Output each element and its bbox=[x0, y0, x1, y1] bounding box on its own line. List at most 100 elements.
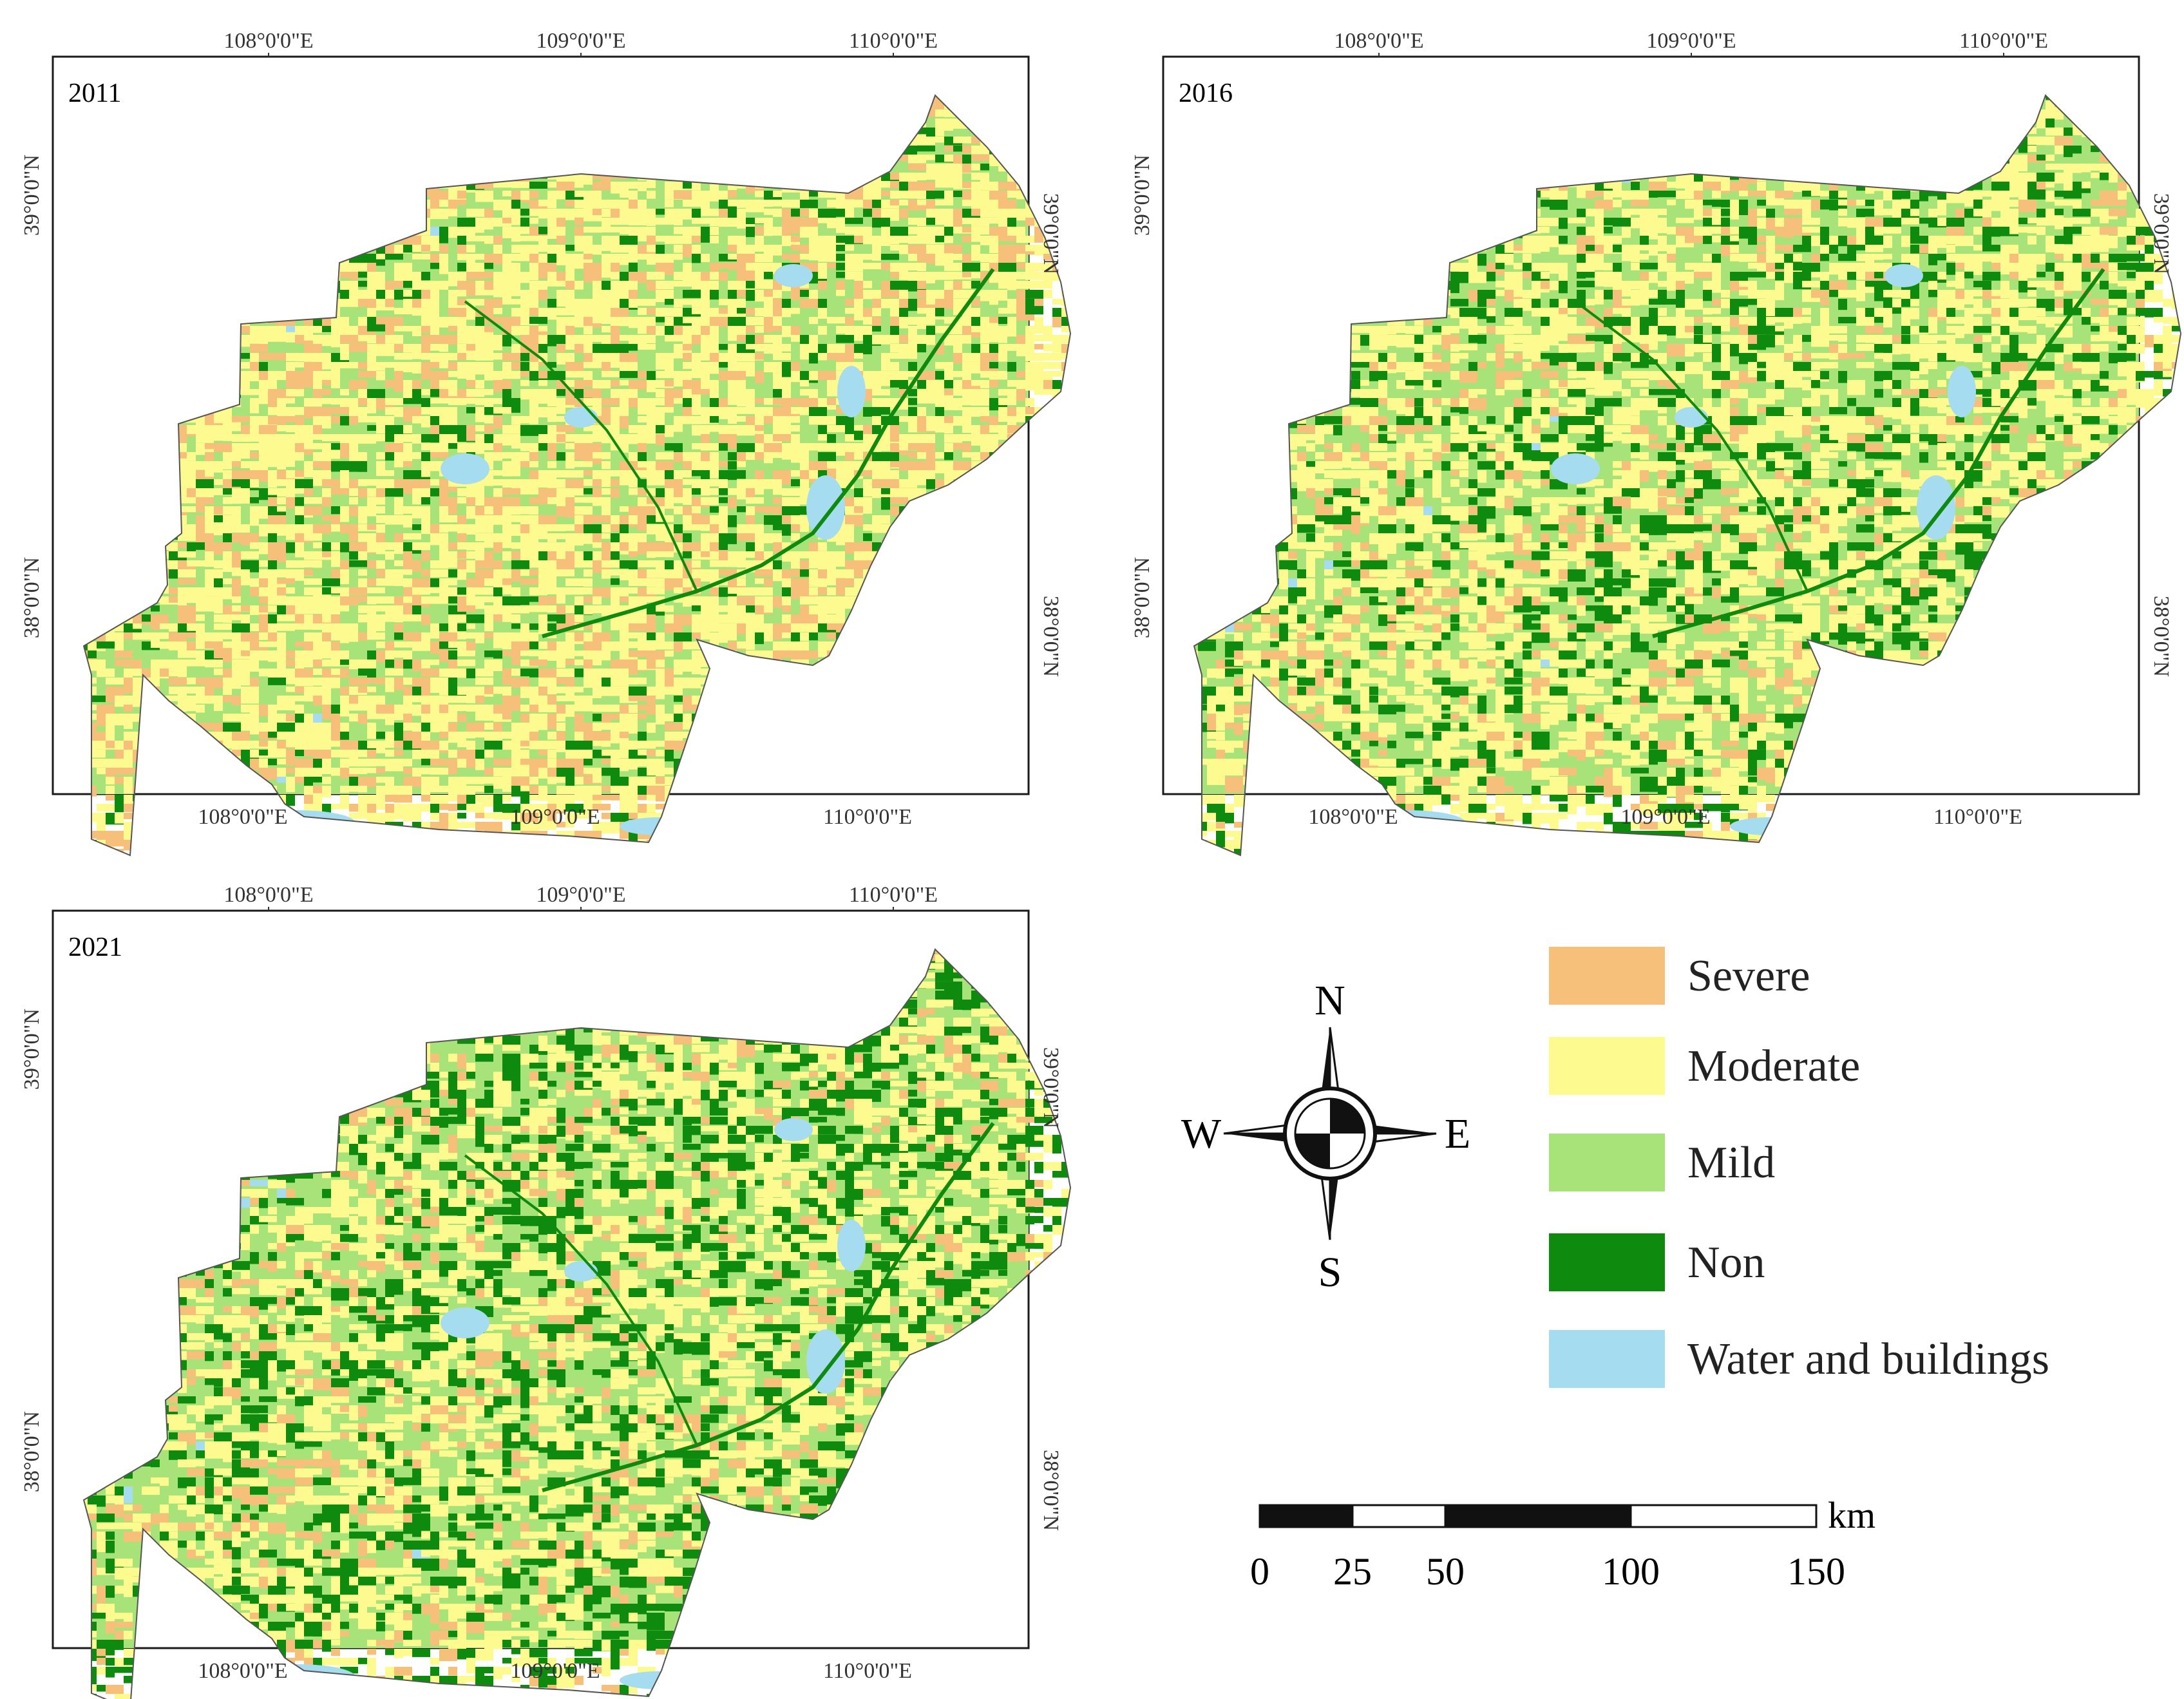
raster-cell-moderate bbox=[1043, 533, 1061, 546]
raster-cell-moderate bbox=[214, 623, 232, 630]
raster-cell-moderate bbox=[1052, 173, 1070, 182]
raster-cell-moderate bbox=[683, 236, 692, 244]
raster-cell-moderate bbox=[827, 425, 845, 433]
raster-cell-moderate bbox=[737, 416, 746, 422]
raster-cell-severe bbox=[962, 443, 971, 452]
raster-cell-moderate bbox=[1079, 272, 1088, 281]
raster-cell-moderate bbox=[890, 308, 899, 317]
raster-cell-moderate bbox=[1034, 82, 1052, 93]
raster-cell-moderate bbox=[1070, 551, 1088, 560]
raster-cell-severe bbox=[683, 407, 692, 417]
raster-cell-moderate bbox=[809, 317, 818, 325]
raster-cell-moderate bbox=[565, 569, 574, 575]
raster-cell-severe bbox=[565, 479, 574, 488]
raster-cell-moderate bbox=[529, 479, 538, 488]
raster-cell-severe bbox=[773, 299, 782, 308]
raster-cell-moderate bbox=[511, 434, 520, 445]
raster-cell-moderate bbox=[340, 353, 349, 361]
raster-cell-moderate bbox=[1052, 434, 1070, 444]
raster-cell-moderate bbox=[935, 173, 944, 185]
raster-cell-moderate bbox=[737, 551, 746, 561]
raster-cell-moderate bbox=[430, 209, 448, 220]
raster-cell-moderate bbox=[728, 236, 746, 247]
raster-cell-moderate bbox=[647, 551, 656, 558]
raster-cell-moderate bbox=[1079, 236, 1097, 247]
raster-cell-severe bbox=[466, 434, 475, 441]
raster-cell-severe bbox=[818, 587, 827, 595]
raster-cell-moderate bbox=[746, 497, 764, 504]
raster-cell-severe bbox=[953, 443, 962, 450]
raster-cell-moderate bbox=[971, 146, 989, 155]
raster-cell-moderate bbox=[529, 263, 538, 274]
raster-cell-non bbox=[818, 299, 827, 310]
raster-cell-moderate bbox=[277, 569, 286, 578]
raster-cell-moderate bbox=[349, 434, 358, 443]
raster-cell-moderate bbox=[584, 371, 593, 382]
raster-cell-moderate bbox=[1061, 353, 1070, 360]
raster-cell-non bbox=[998, 317, 1007, 324]
raster-cell-moderate bbox=[917, 317, 926, 329]
raster-cell-moderate bbox=[584, 569, 593, 577]
raster-cell-moderate bbox=[665, 290, 674, 300]
raster-cell-moderate bbox=[1061, 326, 1070, 332]
raster-cell-moderate bbox=[1043, 100, 1061, 109]
raster-cell-moderate bbox=[935, 272, 953, 280]
raster-cell-non bbox=[989, 362, 998, 368]
raster-cell-moderate bbox=[1052, 479, 1061, 489]
raster-cell-severe bbox=[1070, 109, 1079, 119]
raster-cell-moderate bbox=[520, 488, 538, 495]
raster-cell-moderate bbox=[547, 497, 556, 504]
raster-cell-non bbox=[656, 209, 665, 215]
raster-cell-moderate bbox=[484, 362, 493, 374]
raster-cell-severe bbox=[448, 308, 457, 316]
raster-cell-severe bbox=[809, 299, 818, 308]
raster-cell-moderate bbox=[529, 533, 538, 540]
raster-cell-moderate bbox=[800, 452, 809, 460]
raster-cell-moderate bbox=[1052, 524, 1061, 532]
raster-cell-severe bbox=[926, 200, 935, 211]
raster-cell-severe bbox=[367, 299, 376, 308]
raster-cell-severe bbox=[674, 533, 683, 541]
raster-cell-severe bbox=[556, 506, 565, 517]
raster-cell-moderate bbox=[782, 425, 791, 436]
raster-cell-non bbox=[385, 425, 394, 436]
raster-cell-moderate bbox=[394, 560, 403, 567]
raster-cell-severe bbox=[584, 254, 593, 260]
raster-cell-non bbox=[367, 389, 385, 399]
raster-cell-severe bbox=[286, 497, 295, 508]
raster-cell-moderate bbox=[511, 254, 529, 261]
raster-cell-moderate bbox=[484, 416, 493, 424]
raster-cell-moderate bbox=[520, 308, 529, 319]
raster-cell-moderate bbox=[1070, 100, 1079, 108]
raster-cell-severe bbox=[728, 497, 737, 508]
raster-cell-moderate bbox=[1034, 109, 1043, 118]
raster-cell-moderate bbox=[719, 479, 728, 489]
raster-cell-severe bbox=[593, 263, 602, 269]
raster-cell-severe bbox=[791, 254, 800, 265]
raster-cell-moderate bbox=[511, 614, 520, 623]
raster-cell-moderate bbox=[466, 560, 475, 573]
raster-cell-non bbox=[1079, 506, 1097, 515]
raster-cell-severe bbox=[493, 299, 502, 307]
raster-cell-moderate bbox=[511, 272, 529, 283]
raster-cell-moderate bbox=[809, 578, 827, 587]
raster-cell-severe bbox=[1034, 560, 1052, 572]
raster-cell-severe bbox=[277, 416, 295, 422]
raster-cell-severe bbox=[899, 299, 908, 311]
raster-cell-severe bbox=[574, 443, 593, 455]
raster-cell-moderate bbox=[737, 299, 746, 310]
raster-cell-severe bbox=[773, 506, 782, 515]
raster-cell-severe bbox=[295, 416, 304, 427]
raster-cell-moderate bbox=[475, 227, 484, 233]
raster-cell-moderate bbox=[1052, 416, 1070, 425]
raster-cell-non bbox=[728, 533, 737, 544]
raster-cell-non bbox=[692, 488, 701, 495]
raster-cell-moderate bbox=[502, 299, 520, 305]
raster-cell-moderate bbox=[701, 308, 710, 319]
raster-cell-moderate bbox=[358, 290, 367, 299]
raster-cell-severe bbox=[746, 488, 755, 498]
raster-cell-severe bbox=[1061, 109, 1070, 122]
raster-cell-moderate bbox=[340, 515, 349, 522]
raster-cell-severe bbox=[953, 281, 962, 292]
